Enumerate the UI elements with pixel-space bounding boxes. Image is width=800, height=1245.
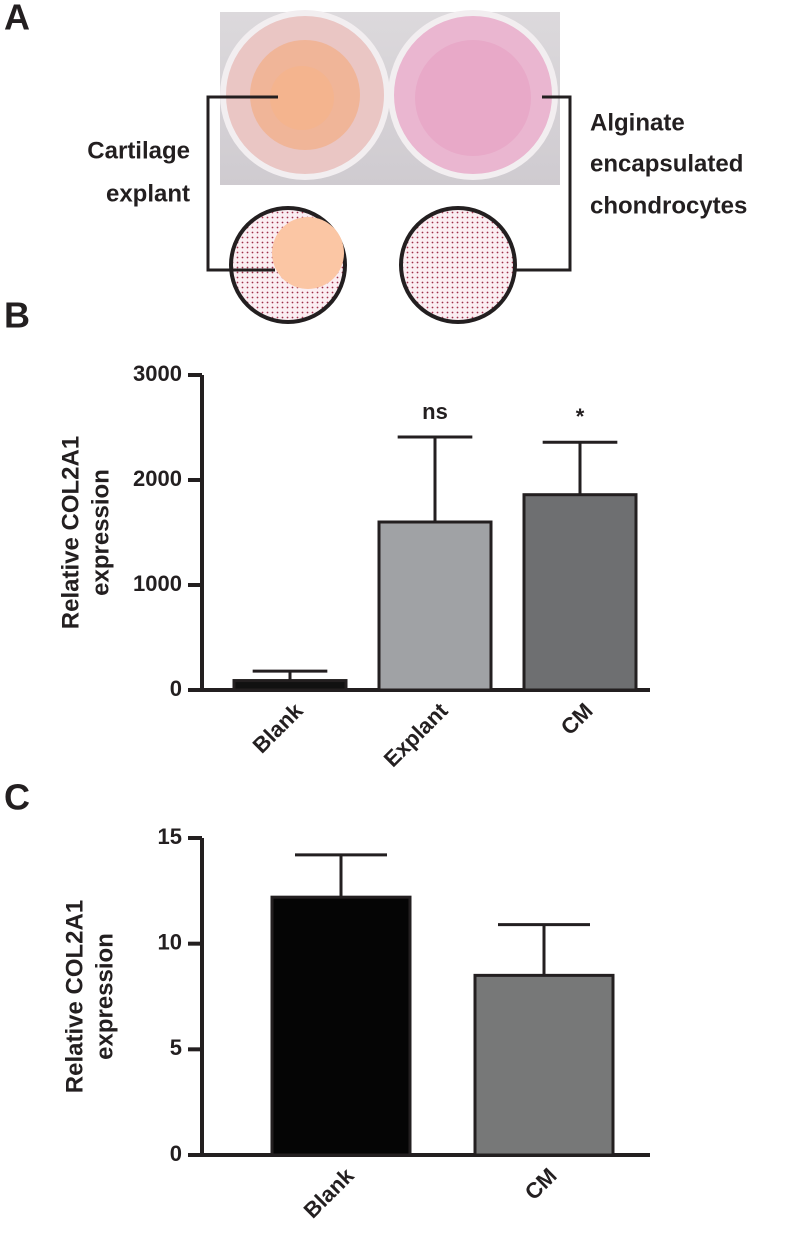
error-bar: [498, 923, 590, 976]
error-bar: [252, 669, 328, 681]
significance-label: *: [576, 404, 585, 429]
annotation: encapsulated: [590, 150, 743, 177]
panel-label: C: [4, 777, 30, 818]
annotation: explant: [106, 180, 190, 207]
y-tick-label: 2000: [133, 466, 182, 491]
panel-label: B: [4, 295, 30, 336]
error-bar: [542, 440, 618, 495]
bar: [377, 520, 493, 692]
significance-label: ns: [422, 399, 448, 424]
y-tick-label: 1000: [133, 571, 182, 596]
x-tick-label: CM: [556, 698, 598, 740]
y-tick-label: 5: [170, 1035, 182, 1060]
y-axis-label: Relative COL2A1: [57, 436, 84, 629]
bar: [270, 895, 412, 1157]
x-tick-label: Blank: [299, 1162, 360, 1223]
y-tick-label: 10: [158, 929, 182, 954]
y-tick-label: 3000: [133, 361, 182, 386]
y-axis-label: Relative COL2A1: [61, 900, 88, 1093]
y-axis-label: expression: [87, 469, 114, 596]
y-axis-label: expression: [91, 933, 118, 1060]
annotation: Alginate: [590, 109, 685, 136]
panel-label: A: [4, 0, 30, 38]
x-tick-label: Explant: [379, 697, 453, 771]
y-tick-label: 0: [170, 676, 182, 701]
error-bar: [295, 853, 387, 898]
y-tick-label: 15: [158, 824, 182, 849]
annotation: Cartilage: [87, 137, 190, 164]
bar: [522, 493, 638, 692]
error-bar: [397, 435, 473, 522]
panel-a-graphic: [206, 10, 572, 324]
annotation: chondrocytes: [590, 192, 747, 219]
x-tick-label: Blank: [248, 697, 309, 758]
x-tick-label: CM: [520, 1163, 562, 1205]
y-tick-label: 0: [170, 1141, 182, 1166]
bar: [473, 973, 615, 1157]
bar: [232, 679, 348, 692]
